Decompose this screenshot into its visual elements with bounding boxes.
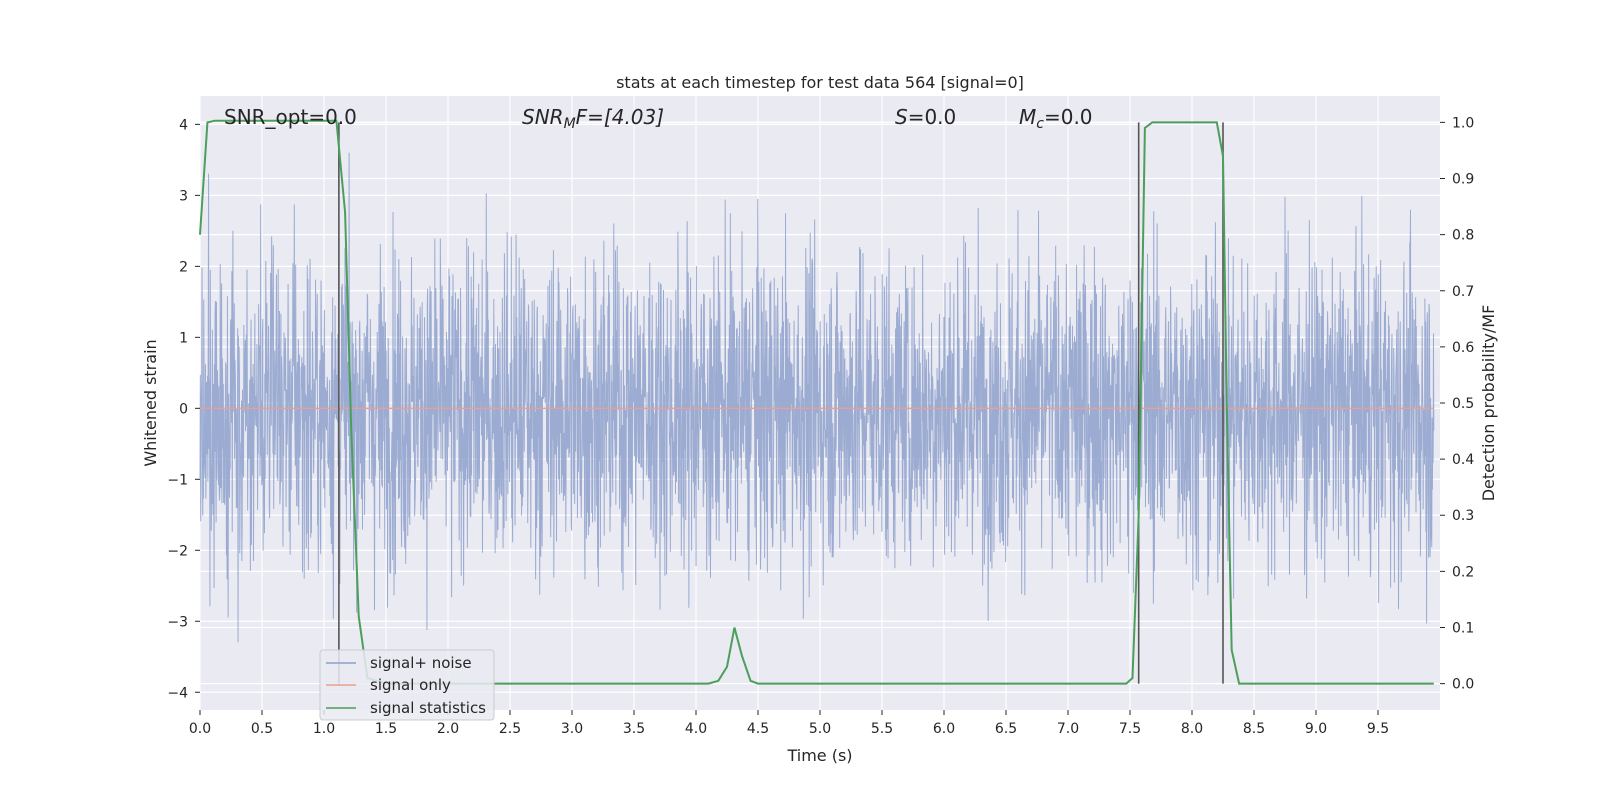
annotation-snr-opt: SNR_opt=0.0	[224, 105, 357, 129]
legend: signal+ noise signal only signal statist…	[319, 649, 495, 721]
y-right-tick-label: 0.6	[1452, 340, 1474, 356]
x-tick-label: 4.5	[747, 721, 769, 737]
y-axis-title: Whitened strain	[141, 339, 160, 466]
signal-noise-series	[199, 152, 1435, 643]
chart-title: stats at each timestep for test data 564…	[616, 73, 1024, 92]
x-axis-title: Time (s)	[786, 746, 852, 765]
tick-labels: 0.0 0.5 1.0 1.5 2.0 2.5 3.0 3.5 4.0 4.5 5.0 5.5 6.0 6…	[167, 115, 1474, 737]
y-right-tick-label: 0.1	[1452, 620, 1474, 636]
y-tick-label: 1	[179, 330, 188, 346]
y-tick-label: 3	[179, 188, 188, 204]
legend-label-signal-statistics: signal statistics	[370, 699, 486, 717]
x-tick-label: 8.5	[1243, 721, 1265, 737]
x-tick-label: 2.0	[437, 721, 459, 737]
y-tick-label: −2	[167, 543, 188, 559]
y-right-tick-label: 0.3	[1452, 508, 1474, 524]
annotation-snr-mf: SNRMF=[4.03]	[522, 105, 664, 132]
x-tick-label: 1.0	[313, 721, 335, 737]
y-right-axis-title: Detection probability/MF	[1479, 305, 1498, 502]
x-tick-label: 2.5	[499, 721, 521, 737]
y-tick-label: −1	[167, 472, 188, 488]
x-tick-label: 7.5	[1119, 721, 1141, 737]
y-right-tick-label: 1.0	[1452, 115, 1474, 131]
x-tick-label: 0.5	[251, 721, 273, 737]
y-right-tick-label: 0.2	[1452, 564, 1474, 580]
x-tick-label: 6.0	[933, 721, 955, 737]
legend-label-signal-noise: signal+ noise	[370, 654, 472, 672]
x-tick-label: 3.0	[561, 721, 583, 737]
signal-statistics-series	[199, 119, 1434, 685]
y-tick-label: −4	[167, 685, 188, 701]
x-tick-label: 9.0	[1305, 721, 1327, 737]
x-tick-label: 5.5	[871, 721, 893, 737]
legend-box	[319, 649, 495, 721]
y-right-tick-label: 0.8	[1452, 228, 1474, 244]
x-tick-label: 8.0	[1181, 721, 1203, 737]
y-tick-label: 4	[179, 117, 188, 133]
x-tick-label: 9.5	[1367, 721, 1389, 737]
x-tick-label: 1.5	[375, 721, 397, 737]
x-tick-label: 6.5	[995, 721, 1017, 737]
x-tick-label: 0.0	[189, 721, 211, 737]
signal-statistics-line	[199, 119, 1434, 685]
y-tick-label: 2	[179, 259, 188, 275]
x-tick-label: 7.0	[1057, 721, 1079, 737]
x-tick-label: 5.0	[809, 721, 831, 737]
x-tick-label: 4.0	[685, 721, 707, 737]
signal-noise-line	[199, 152, 1435, 643]
annotation-mc: Mc=0.0	[1019, 105, 1093, 132]
y-right-tick-label: 0.4	[1452, 452, 1474, 468]
legend-label-signal-only: signal only	[370, 676, 451, 694]
annotation-s: S=0.0	[895, 105, 956, 129]
y-right-tick-label: 0.5	[1452, 396, 1474, 412]
y-right-tick-label: 0.9	[1452, 172, 1474, 188]
y-right-tick-label: 0.0	[1452, 677, 1474, 693]
y-tick-label: −3	[167, 614, 188, 630]
x-tick-label: 3.5	[623, 721, 645, 737]
y-tick-label: 0	[179, 401, 188, 417]
y-right-tick-label: 0.7	[1452, 284, 1474, 300]
